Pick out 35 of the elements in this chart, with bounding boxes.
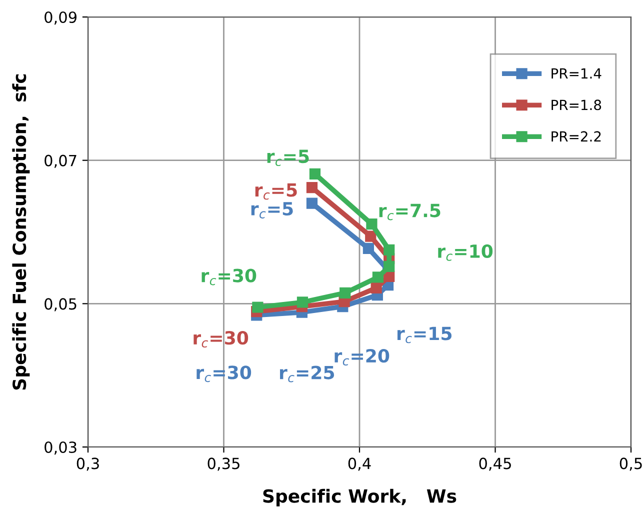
point xyxy=(306,198,318,209)
point xyxy=(296,296,308,308)
point xyxy=(340,287,351,298)
x-tick-label: 0,45 xyxy=(479,458,511,471)
point xyxy=(362,242,374,254)
point xyxy=(252,302,264,313)
point xyxy=(372,272,384,283)
point xyxy=(309,168,321,180)
y-tick-label: 0,05 xyxy=(44,298,76,312)
point xyxy=(370,282,382,294)
point xyxy=(365,230,376,242)
y-axis-title: Specific Fuel Consumption, sfc xyxy=(12,74,30,390)
point xyxy=(306,182,318,194)
x-tick-label: 0,3 xyxy=(76,458,99,471)
annotation: r$_{c}$=15 xyxy=(398,326,452,344)
legend-label: PR=1.4 xyxy=(552,68,602,78)
x-tick-label: 0,35 xyxy=(208,458,240,471)
legend-label: PR=2.2 xyxy=(552,131,601,142)
point xyxy=(384,244,395,256)
y-tick-label: 0,09 xyxy=(44,11,77,25)
y-tick-label: 0,03 xyxy=(44,441,76,455)
annotation: r$_{c}$=30 xyxy=(202,268,256,286)
point xyxy=(366,218,378,230)
point xyxy=(384,260,395,272)
x-tick-label: 0,4 xyxy=(348,458,371,471)
annotation: r$_{c}$=7.5 xyxy=(379,204,440,220)
annotation: r$_{c}$=5 xyxy=(267,150,309,166)
legend-label: PR=1.8 xyxy=(552,100,602,110)
x-tick-label: 0,5 xyxy=(620,458,642,471)
x-axis-title: Specific Work, Ws xyxy=(263,488,456,506)
annotation: r$_{c}$=25 xyxy=(280,366,334,382)
annotation: r$_{c}$=5 xyxy=(251,202,293,218)
annotation: r$_{c}$=10 xyxy=(438,244,493,261)
y-tick-label: 0,07 xyxy=(44,154,76,168)
annotation: r$_{c}$=5 xyxy=(255,183,297,200)
